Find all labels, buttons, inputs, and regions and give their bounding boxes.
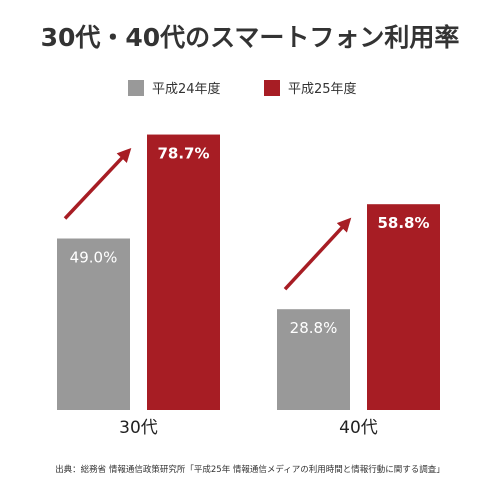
category-label-1: 40代 (339, 418, 378, 438)
legend-swatch-0 (128, 80, 144, 96)
trend-arrow-1 (283, 217, 352, 291)
data-label-1-1: 58.8% (377, 214, 429, 232)
category-label-0: 30代 (119, 418, 158, 438)
legend: 平成24年度 平成25年度 (128, 80, 357, 97)
bar-1-1 (367, 204, 440, 410)
legend-swatch-1 (264, 80, 280, 96)
trend-arrows (63, 147, 352, 291)
category-labels: 30代 40代 (119, 418, 378, 438)
legend-label-0: 平成24年度 (152, 81, 221, 97)
source-note: 出典：総務省 情報通信政策研究所「平成25年 情報通信メディアの利用時間と情報行… (55, 464, 445, 475)
bar-0-1 (147, 134, 220, 411)
trend-arrow-0 (63, 147, 132, 220)
data-label-1-0: 28.8% (290, 319, 338, 337)
data-label-0-1: 78.7% (157, 145, 209, 163)
bar-0-0 (57, 238, 130, 410)
chart-title: 30代・40代のスマートフォン利用率 (41, 23, 460, 52)
bars: 49.0% 78.7% 28.8% 58.8% (57, 134, 440, 411)
data-label-0-0: 49.0% (70, 249, 118, 267)
legend-label-1: 平成25年度 (288, 81, 357, 97)
bar-1-0 (277, 309, 350, 410)
